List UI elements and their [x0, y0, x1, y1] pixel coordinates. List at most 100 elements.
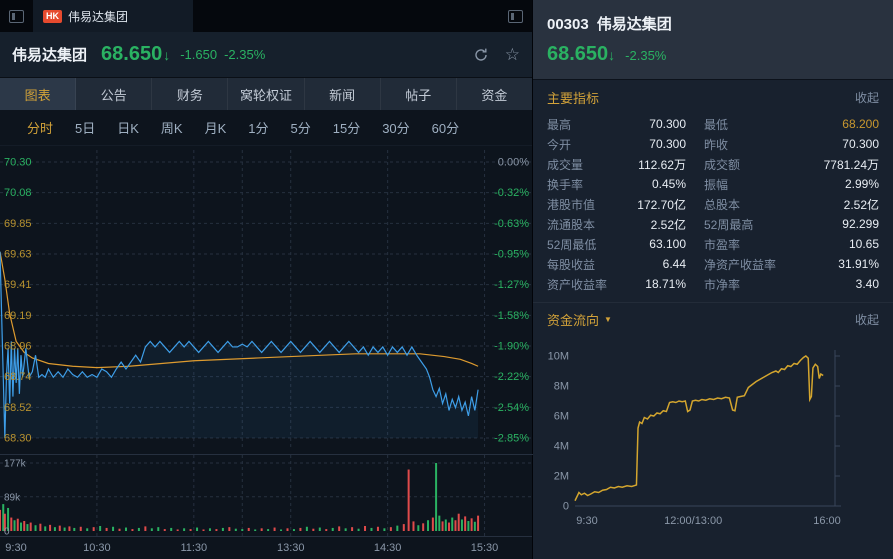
indicator-row: 最高 70.300 最低 68.200: [547, 114, 879, 134]
doc-tab-title: 伟易达集团: [68, 9, 129, 24]
period-tab-1min[interactable]: 1分: [248, 121, 269, 136]
stat-value-52w-low: 63.100: [649, 237, 686, 251]
time-label-9-30: 9:30: [5, 542, 27, 554]
indicators-section-header: 主要指标 收起: [533, 80, 893, 114]
quote-header: 00303 伟易达集团 68.650 ↓ -2.35%: [533, 0, 893, 80]
intraday-chart-area: 70.30 70.08 69.85 69.63 69.41 69.19 68.96 68.74…: [0, 146, 533, 559]
capital-flow-collapse-button[interactable]: 收起: [854, 313, 879, 327]
svg-text:-1.90%: -1.90%: [494, 341, 529, 353]
stat-label-low: 最低: [704, 117, 729, 132]
price-change-pct: -2.35%: [625, 48, 667, 63]
volume-chart[interactable]: 177k 89k 0: [0, 454, 533, 536]
period-tab-week-k[interactable]: 周K: [160, 121, 183, 136]
down-arrow-icon: ↓: [163, 46, 171, 63]
svg-text:70.08: 70.08: [4, 187, 32, 199]
svg-text:69.41: 69.41: [4, 279, 32, 291]
stat-label-pe: 市盈率: [704, 237, 741, 252]
svg-text:0: 0: [4, 527, 10, 537]
svg-text:68.74: 68.74: [4, 371, 32, 383]
panel-layout-icon[interactable]: [508, 9, 523, 23]
stat-label-high: 最高: [547, 117, 572, 132]
time-label-14-30: 14:30: [373, 542, 402, 554]
chart-period-tabs: 分时 5日 日K 周K 月K 1分 5分 15分 30分 60分: [0, 110, 532, 146]
stat-value-total-shares: 2.52亿: [843, 197, 879, 212]
period-tab-day-k[interactable]: 日K: [117, 121, 139, 136]
period-tab-realtime[interactable]: 分时: [27, 121, 54, 136]
svg-text:-2.54%: -2.54%: [494, 402, 529, 414]
svg-text:0.00%: 0.00%: [498, 157, 529, 169]
svg-text:-2.85%: -2.85%: [494, 433, 529, 445]
stat-label-amplitude: 振幅: [704, 177, 729, 192]
last-price: 68.650: [547, 43, 609, 65]
indicator-row: 资产收益率 18.71% 市净率 3.40: [547, 274, 879, 294]
stock-code: 00303: [547, 16, 589, 33]
stat-label-volume: 成交量: [547, 157, 584, 172]
time-label-13-30: 13:30: [276, 542, 305, 554]
indicator-row: 每股收益 6.44 净资产收益率 31.91%: [547, 254, 879, 274]
svg-text:10M: 10M: [548, 351, 569, 363]
time-axis: 9:30 10:30 11:30 13:30 14:30 15:30: [0, 536, 532, 559]
svg-text:6M: 6M: [554, 411, 569, 423]
period-tab-month-k[interactable]: 月K: [204, 121, 227, 136]
indicators-title: 主要指标: [547, 90, 600, 106]
stat-label-hk-market-cap: 港股市值: [547, 197, 596, 212]
stat-value-float-shares: 2.52亿: [650, 217, 686, 232]
nav-tab-announcements[interactable]: 公告: [76, 78, 153, 110]
time-label-11-30: 11:30: [180, 542, 208, 554]
stat-value-turnover: 7781.24万: [823, 157, 879, 172]
sidebar-toggle-icon[interactable]: [9, 9, 24, 23]
svg-text:69.19: 69.19: [4, 310, 32, 322]
svg-text:-1.58%: -1.58%: [494, 310, 529, 322]
stat-value-roa: 18.71%: [645, 277, 686, 291]
nav-tab-warrants[interactable]: 窝轮权证: [228, 78, 305, 110]
svg-text:-0.95%: -0.95%: [494, 249, 529, 261]
nav-tab-news[interactable]: 新闻: [305, 78, 381, 110]
favorite-star-icon[interactable]: ☆: [504, 45, 520, 64]
capital-flow-chart[interactable]: 10M 8M 6M 4M 2M 0 9:30 12:00/13:00 16:00: [535, 338, 890, 543]
period-tab-15min[interactable]: 15分: [332, 121, 361, 136]
stat-value-prev-close: 70.300: [842, 137, 879, 151]
price-chart[interactable]: 70.30 70.08 69.85 69.63 69.41 69.19 68.96 68.74…: [0, 146, 533, 454]
stat-label-open: 今开: [547, 137, 572, 152]
key-indicators-table: 最高 70.300 最低 68.200 今开 70.300 昨收 70.300 成交量 112.6…: [533, 114, 893, 302]
time-label-15-30: 15:30: [470, 542, 499, 554]
period-tab-60min[interactable]: 60分: [431, 121, 460, 136]
stock-name: 伟易达集团: [596, 16, 672, 33]
stat-value-volume: 112.62万: [638, 157, 686, 172]
stat-label-total-shares: 总股本: [704, 197, 741, 212]
hk-market-badge: HK: [43, 9, 62, 23]
period-tab-30min[interactable]: 30分: [382, 121, 410, 136]
stat-value-open: 70.300: [649, 137, 686, 151]
stat-value-eps: 6.44: [662, 257, 686, 271]
period-tab-5min[interactable]: 5分: [290, 121, 311, 136]
indicator-row: 港股市值 172.70亿 总股本 2.52亿: [547, 194, 879, 214]
indicator-row: 52周最低 63.100 市盈率 10.65: [547, 234, 879, 254]
quote-panel: 00303 伟易达集团 68.650 ↓ -2.35% 主要指标 收起 最高 70…: [533, 0, 893, 559]
nav-tab-chart[interactable]: 图表: [0, 78, 77, 110]
svg-text:16:00: 16:00: [813, 515, 841, 527]
period-tab-5day[interactable]: 5日: [75, 121, 96, 136]
capital-flow-dropdown[interactable]: 资金流向 ▼: [547, 310, 612, 329]
stat-label-eps: 每股收益: [547, 257, 596, 272]
nav-tab-capital[interactable]: 资金: [481, 87, 508, 103]
svg-text:2M: 2M: [554, 471, 569, 483]
capital-flow-section-header: 资金流向 ▼ 收起: [533, 302, 893, 336]
stat-value-low: 68.200: [842, 117, 879, 131]
indicator-row: 今开 70.300 昨收 70.300: [547, 134, 879, 154]
stat-value-amplitude: 2.99%: [844, 177, 879, 191]
stat-value-pb: 3.40: [855, 277, 879, 291]
stat-value-hk-market-cap: 172.70亿: [637, 197, 686, 212]
nav-tab-financials[interactable]: 财务: [152, 78, 229, 110]
capital-flow-title: 资金流向: [547, 313, 600, 328]
svg-text:69.85: 69.85: [4, 218, 32, 230]
indicators-collapse-button[interactable]: 收起: [854, 90, 879, 105]
price-change: -1.650: [180, 47, 218, 62]
window-tab-bar: HK 伟易达集团: [0, 0, 532, 32]
refresh-icon[interactable]: [473, 47, 489, 63]
nav-tab-posts[interactable]: 帖子: [381, 78, 457, 110]
capital-flow-chart-area: 10M 8M 6M 4M 2M 0 9:30 12:00/13:00 16:00: [533, 336, 893, 559]
stock-document-tab[interactable]: HK 伟易达集团: [33, 0, 193, 32]
svg-text:8M: 8M: [554, 381, 569, 393]
svg-text:177k: 177k: [4, 459, 27, 470]
svg-text:-1.27%: -1.27%: [494, 279, 529, 291]
